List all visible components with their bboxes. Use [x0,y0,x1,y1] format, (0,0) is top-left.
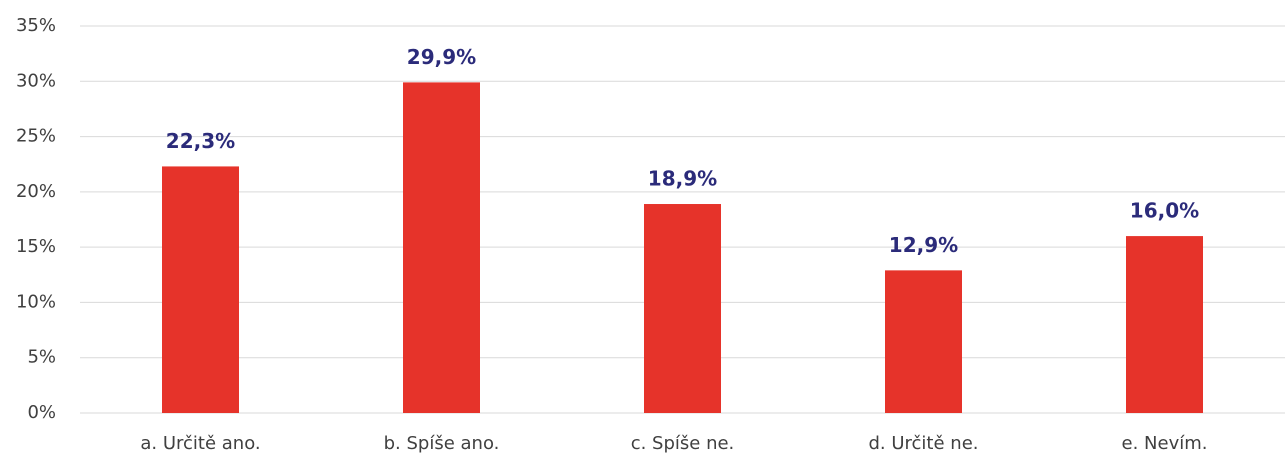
y-tick-label: 35% [16,15,56,36]
x-tick-label: e. Nevím. [1122,433,1208,454]
y-tick-label: 5% [27,347,56,368]
x-tick-label: d. Určitě ne. [868,433,978,454]
bar [403,82,480,414]
bar [644,204,721,413]
x-tick-label: c. Spíše ne. [631,433,735,454]
value-label: 18,9% [648,167,717,191]
x-tick-label: a. Určitě ano. [140,433,260,454]
y-tick-label: 0% [27,402,56,423]
value-label: 22,3% [166,129,235,153]
bar [162,166,239,413]
value-label: 29,9% [407,45,476,69]
y-tick-label: 30% [16,70,56,91]
y-tick-label: 25% [16,126,56,147]
x-tick-label: b. Spíše ano. [384,433,500,454]
value-label: 16,0% [1130,199,1199,223]
value-label: 12,9% [889,233,958,257]
y-tick-label: 15% [16,236,56,257]
bar [885,270,962,413]
y-tick-label: 10% [16,291,56,312]
y-tick-label: 20% [16,181,56,202]
bar [1126,236,1203,413]
